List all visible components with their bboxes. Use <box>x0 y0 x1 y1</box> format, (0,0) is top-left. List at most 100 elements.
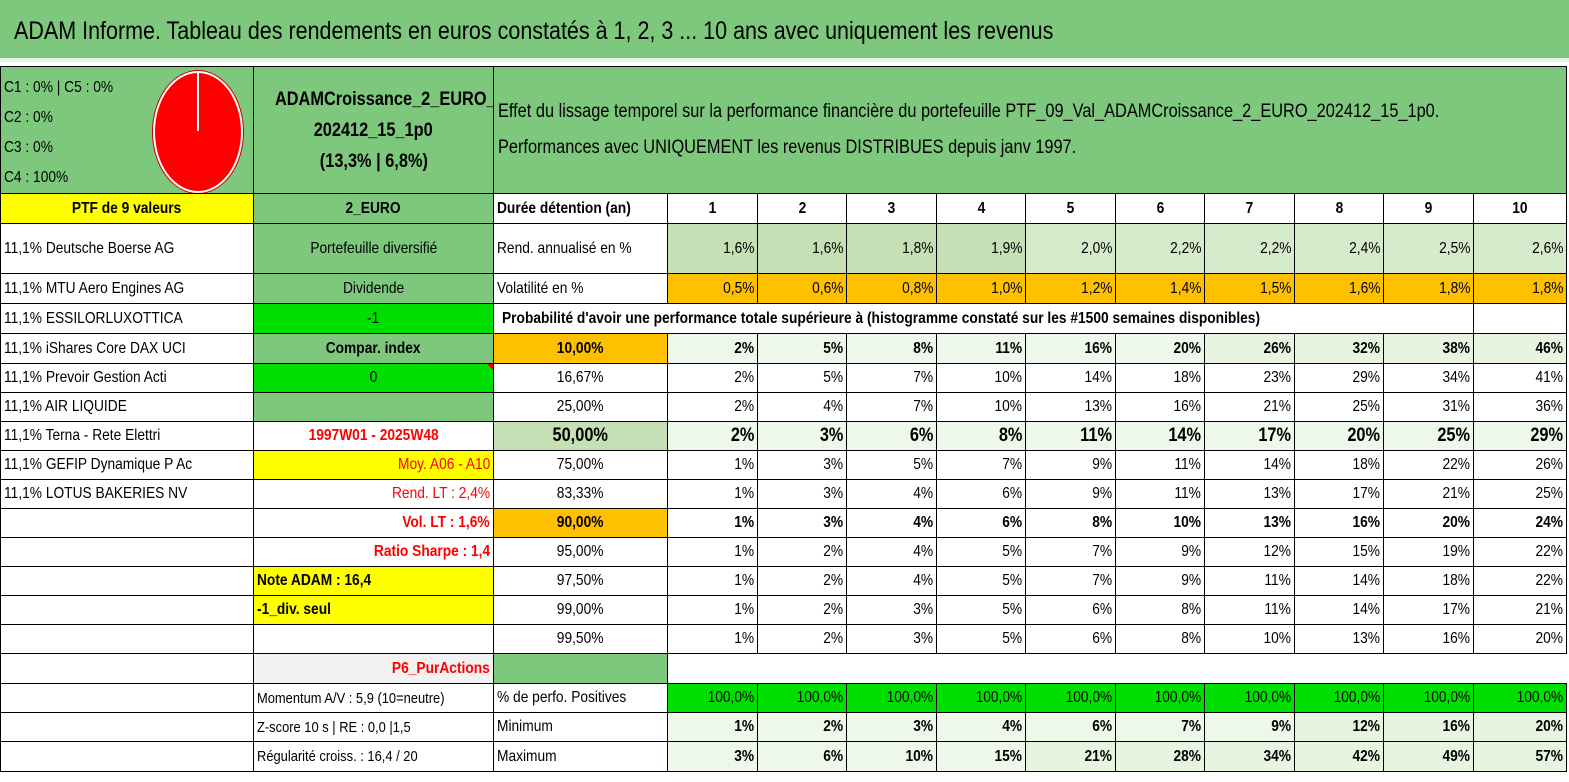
prob-value: 26% <box>1472 450 1568 480</box>
vol-label: Volatilité en % <box>493 273 668 304</box>
cell-text: 28% <box>1173 747 1201 765</box>
empty-holding-cell <box>0 683 254 713</box>
prob-value: 4% <box>846 508 937 538</box>
prob-value: 6% <box>1025 595 1116 625</box>
prob-value: 20% <box>1294 421 1384 451</box>
prob-value: 46% <box>1472 333 1568 364</box>
cell-text: 7% <box>1092 572 1112 589</box>
cell-text: 12% <box>1352 718 1380 735</box>
cell-text: 21% <box>1084 747 1112 765</box>
performance-grid: C1 : 0% | C5 : 0% C2 : 0% C3 : 0% C4 : 1… <box>0 66 1568 772</box>
vol-value: 1,0% <box>936 273 1026 304</box>
cell-text: 2_EURO <box>345 199 402 217</box>
holding-3: 11,1% ESSILORLUXOTTICA <box>0 303 254 334</box>
prob-value: 14% <box>1025 363 1116 393</box>
cell-text: Effet du lissage temporel sur la perform… <box>498 101 1440 122</box>
prob-value: 34% <box>1383 363 1474 393</box>
empty-info-cell <box>253 624 494 654</box>
prob-value: 4% <box>846 479 937 509</box>
maximum-value: 34% <box>1204 741 1295 772</box>
cell-text: 6% <box>1002 485 1022 502</box>
minimum-value: 16% <box>1383 712 1474 742</box>
prob-value: 2% <box>757 595 847 625</box>
cell-text: 1% <box>734 630 754 647</box>
prob-level: 90,00% <box>493 508 668 538</box>
positive-value: 100,0% <box>1472 683 1568 713</box>
empty-holding-cell <box>0 566 254 596</box>
cell-text: 75,00% <box>557 456 604 473</box>
cell-text: 5% <box>1002 630 1022 647</box>
holding-1: 11,1% Deutsche Boerse AG <box>0 223 254 274</box>
cell-text: (13,3% | 6,8%) <box>319 150 428 172</box>
alloc-line-3: C3 : 0% <box>4 133 250 163</box>
year-2: 2 <box>757 193 847 224</box>
minimum-value: 7% <box>1115 712 1205 742</box>
prob-level: 50,00% <box>493 421 668 451</box>
holding-9: 11,1% LOTUS BAKERIES NV <box>0 479 254 509</box>
prob-value: 3% <box>757 450 847 480</box>
cell-text: 26% <box>1535 456 1564 473</box>
cell-text: 4% <box>913 543 933 560</box>
prob-value: 2% <box>757 624 847 654</box>
cell-text: ADAMCroissance_2_EURO_ <box>274 88 494 110</box>
prob-value: 19% <box>1383 537 1474 567</box>
cell-text: 9% <box>1271 718 1291 735</box>
cell-text: PTF de 9 valeurs <box>72 199 182 217</box>
year-8: 8 <box>1294 193 1384 224</box>
minimum-value: 2% <box>757 712 847 742</box>
cell-text: 11,1% AIR LIQUIDE <box>4 398 127 415</box>
prob-level: 75,00% <box>493 450 668 480</box>
vol-lt-label: Vol. LT : 1,6% <box>253 508 494 538</box>
description-line-2: Performances avec UNIQUEMENT les revenus… <box>498 130 1563 166</box>
allocation-cell: C1 : 0% | C5 : 0% C2 : 0% C3 : 0% C4 : 1… <box>0 66 254 194</box>
prob-value: 2% <box>667 363 758 393</box>
cell-text: 2,4% <box>1348 239 1380 257</box>
momentum-label: Momentum A/V : 5,9 (10=neutre) <box>253 683 494 713</box>
prob-value: 5% <box>936 566 1026 596</box>
cell-text: 21% <box>1442 485 1470 502</box>
cell-text: 0,6% <box>811 279 843 297</box>
prob-value: 38% <box>1383 333 1474 364</box>
empty-holding-cell <box>0 508 254 538</box>
prob-value: 5% <box>757 333 847 364</box>
cell-text: 2,0% <box>1080 239 1112 257</box>
prob-value: 2% <box>667 392 758 422</box>
portfolio-name-cell: ADAMCroissance_2_EURO_ 202412_15_1p0 (13… <box>253 66 494 194</box>
minimum-value: 12% <box>1294 712 1384 742</box>
prob-value: 10% <box>1115 508 1205 538</box>
minimum-value: 20% <box>1472 712 1568 742</box>
cell-text: 9% <box>1092 485 1112 502</box>
prob-level: 10,00% <box>493 333 668 364</box>
prob-value: 2% <box>667 333 758 364</box>
minimum-value: 6% <box>1025 712 1116 742</box>
cell-text: Durée détention (an) <box>497 199 631 217</box>
positive-value: 100,0% <box>1294 683 1384 713</box>
cell-text: Vol. LT : 1,6% <box>402 514 490 531</box>
cell-text: 16% <box>1173 398 1201 415</box>
prob-value: 4% <box>846 537 937 567</box>
prob-value: 12% <box>1204 537 1295 567</box>
cell-text: 99,50% <box>557 630 604 647</box>
cell-text: 16% <box>1442 718 1470 735</box>
empty-holding-cell <box>0 741 254 772</box>
prob-value: 18% <box>1115 363 1205 393</box>
report-title-text: ADAM Informe. Tableau des rendements en … <box>14 17 1054 45</box>
prob-value: 13% <box>1294 624 1384 654</box>
rend-value: 2,6% <box>1472 223 1568 274</box>
year-7: 7 <box>1204 193 1295 224</box>
cell-text: 25% <box>1535 485 1564 502</box>
cell-text: 5% <box>823 369 843 386</box>
empty-holding-cell <box>0 537 254 567</box>
cell-text: 6% <box>1002 514 1022 531</box>
cell-text: 3% <box>819 425 843 446</box>
cell-text: 100,0% <box>796 689 843 706</box>
cell-text: 0,8% <box>901 279 933 297</box>
maximum-value: 3% <box>667 741 758 772</box>
cell-text: 1,6% <box>811 239 843 257</box>
holding-7: 11,1% Terna - Rete Elettri <box>0 421 254 451</box>
year-5: 5 <box>1025 193 1116 224</box>
prob-value: 5% <box>936 624 1026 654</box>
cell-text: C1 : 0% | C5 : 0% <box>4 79 114 96</box>
prob-value: 22% <box>1472 537 1568 567</box>
rend-label: Rend. annualisé en % <box>493 223 668 274</box>
